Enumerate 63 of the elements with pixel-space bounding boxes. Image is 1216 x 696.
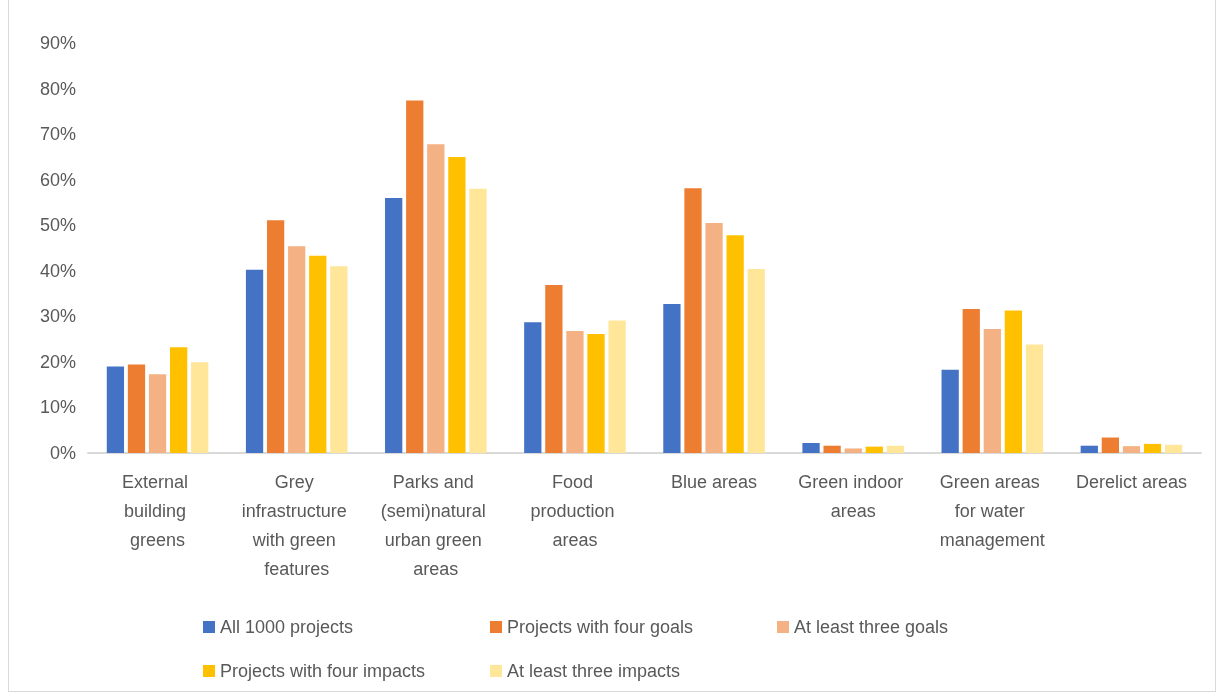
y-tick-label: 70% — [39, 124, 76, 145]
bar — [448, 156, 466, 453]
bar — [266, 220, 285, 453]
bar — [309, 255, 327, 453]
bar — [245, 269, 264, 453]
y-tick-label: 90% — [39, 33, 76, 53]
bar — [524, 322, 542, 453]
bar — [148, 374, 167, 453]
bar — [608, 320, 626, 453]
bar — [941, 369, 959, 453]
x-tick-label: Derelict areas — [1075, 471, 1187, 492]
bar — [747, 268, 765, 453]
bar — [385, 197, 403, 453]
bar — [962, 309, 980, 453]
legend-label: All 1000 projects — [220, 617, 354, 637]
x-tick-label: Green indoor areas — [798, 471, 909, 521]
bar — [1164, 444, 1183, 453]
bar — [663, 304, 681, 453]
bar — [1004, 310, 1023, 453]
bar — [802, 442, 820, 453]
x-tick-label: Green areas for water management — [939, 471, 1045, 550]
bar — [545, 284, 563, 453]
bar — [1101, 437, 1119, 453]
bar — [886, 445, 904, 453]
y-tick-label: 20% — [39, 351, 76, 372]
legend-label: Projects with four goals — [507, 617, 694, 637]
bar — [705, 222, 723, 453]
x-tick-label: Parks and (semi)natural urban green areas — [380, 471, 491, 579]
bar — [587, 334, 605, 453]
x-tick-label: External building greens — [122, 471, 194, 550]
legend-label: At least three impacts — [507, 661, 681, 681]
y-tick-label: 60% — [39, 169, 76, 190]
x-tick-label: Blue areas — [671, 471, 758, 492]
bar — [844, 448, 862, 453]
legend-label: Projects with four impacts — [220, 661, 426, 681]
y-tick-label: 80% — [39, 78, 76, 99]
bar — [288, 246, 306, 453]
bar — [566, 330, 584, 453]
bar — [823, 445, 841, 453]
y-tick-label: 10% — [39, 397, 76, 418]
bar — [127, 364, 146, 453]
bar — [1122, 446, 1141, 453]
bar — [1143, 443, 1162, 453]
y-tick-label: 0% — [49, 443, 76, 463]
bar — [330, 266, 348, 453]
bar — [1080, 445, 1098, 453]
bar — [191, 362, 209, 453]
legend-label: At least three goals — [794, 617, 949, 637]
bar — [726, 235, 744, 453]
y-tick-label: 40% — [39, 260, 76, 281]
bar — [1025, 344, 1044, 453]
bar — [469, 188, 487, 453]
bar — [684, 188, 702, 453]
bar — [406, 100, 424, 453]
bar — [170, 347, 188, 453]
y-tick-label: 50% — [39, 215, 76, 236]
bar — [865, 446, 883, 453]
x-tick-label: Grey infrastructure with green features — [241, 471, 352, 579]
bar — [106, 366, 125, 453]
x-tick-label: Food production areas — [530, 471, 620, 550]
y-tick-label: 30% — [39, 306, 76, 327]
bar — [427, 144, 445, 453]
bar — [983, 329, 1001, 453]
